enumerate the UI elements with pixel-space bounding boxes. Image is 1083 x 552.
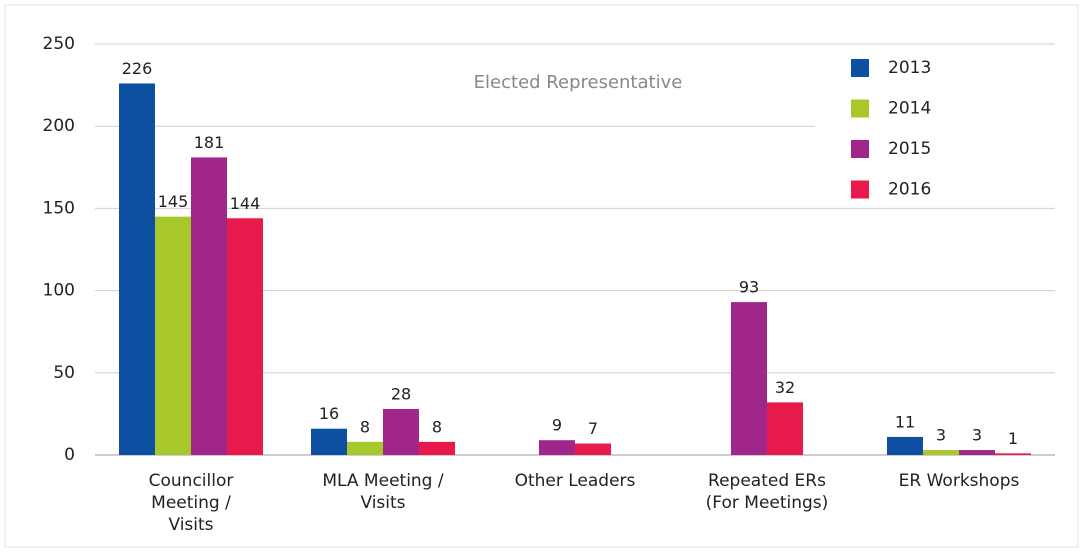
bar (995, 453, 1031, 455)
value-label: 145 (158, 192, 189, 211)
bar (119, 83, 155, 456)
y-tick-label: 100 (43, 281, 75, 301)
value-label: 8 (360, 417, 370, 436)
y-tick-label: 200 (43, 116, 75, 136)
value-label: 7 (588, 419, 598, 438)
value-label: 9 (552, 416, 562, 435)
value-label: 16 (319, 404, 339, 423)
value-label: 8 (432, 417, 442, 436)
value-label: 32 (775, 378, 795, 397)
bar (311, 428, 347, 455)
legend-label: 2013 (888, 58, 931, 78)
x-tick-label: Other Leaders (514, 471, 636, 491)
bar (731, 302, 767, 455)
y-tick-label: 250 (43, 34, 75, 54)
legend-label: 2016 (888, 180, 931, 200)
bar (419, 441, 455, 455)
legend-label: 2014 (888, 99, 931, 119)
legend-swatch (851, 99, 869, 118)
value-label: 144 (230, 194, 261, 213)
y-tick-label: 150 (43, 198, 75, 218)
bar (347, 441, 383, 455)
chart-title: Elected Representative (474, 72, 683, 93)
x-tick-label: MLA Meeting / Visits (322, 471, 444, 513)
bar (887, 436, 923, 455)
y-tick-label: 0 (64, 445, 75, 465)
bar (539, 440, 575, 455)
x-tick-label: Councillor Meeting / Visits (148, 471, 234, 535)
legend-label: 2015 (888, 139, 931, 159)
legend-swatch (851, 140, 869, 158)
value-label: 1 (1008, 429, 1018, 448)
y-tick-label: 50 (53, 363, 75, 383)
x-tick-label: ER Workshops (898, 471, 1020, 491)
value-label: 3 (972, 426, 982, 445)
legend-swatch (851, 180, 869, 199)
x-tick-label: Repeated ERs (For Meetings) (705, 471, 829, 513)
bar (227, 218, 263, 455)
value-label: 93 (739, 278, 759, 297)
bar (767, 402, 803, 455)
value-label: 181 (194, 133, 225, 152)
bar (923, 450, 959, 455)
bar (575, 443, 611, 455)
value-label: 28 (391, 384, 411, 403)
value-label: 3 (936, 426, 946, 445)
bar (959, 450, 995, 455)
value-label: 11 (895, 412, 915, 431)
bar (383, 408, 419, 455)
value-label: 226 (122, 59, 153, 78)
bar (155, 216, 191, 455)
bar (191, 157, 227, 455)
legend-swatch (851, 59, 869, 77)
